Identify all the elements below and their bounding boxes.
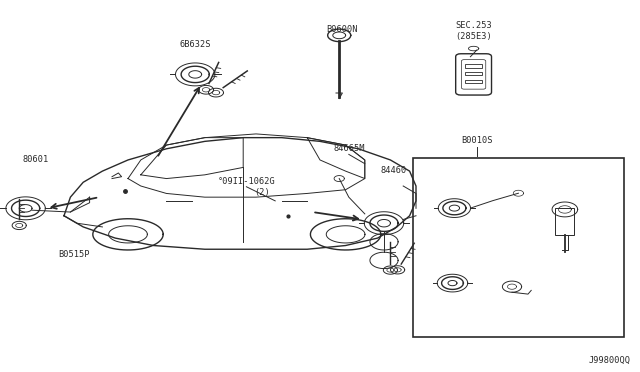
Text: B0515P: B0515P <box>58 250 90 259</box>
Bar <box>413 158 624 337</box>
Text: (2): (2) <box>255 188 270 197</box>
Text: B0010S: B0010S <box>461 136 493 145</box>
Bar <box>465 80 482 83</box>
Text: (285E3): (285E3) <box>455 32 492 41</box>
Text: 6B632S: 6B632S <box>179 39 211 48</box>
Bar <box>465 72 482 76</box>
Bar <box>556 208 575 235</box>
Text: °09II-1062G: °09II-1062G <box>218 177 275 186</box>
Text: SEC.253: SEC.253 <box>455 21 492 30</box>
Text: 84665M: 84665M <box>333 144 365 153</box>
Text: 80601: 80601 <box>22 155 49 164</box>
Bar <box>465 64 482 68</box>
Text: B0600N: B0600N <box>326 25 358 33</box>
Text: J99800QQ: J99800QQ <box>588 356 630 365</box>
Text: 84460: 84460 <box>380 166 407 175</box>
